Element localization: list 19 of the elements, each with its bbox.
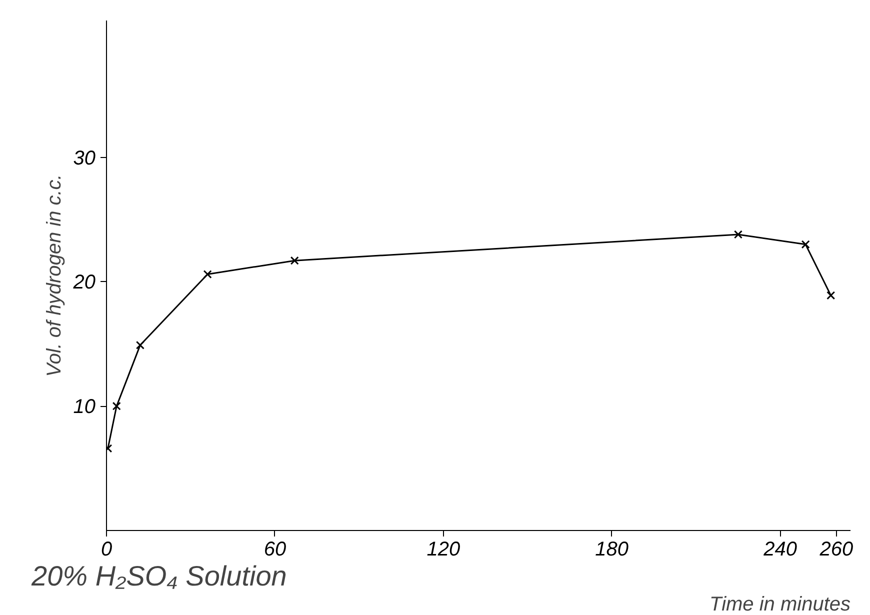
x-tick-label: 260 [818, 538, 854, 560]
text: 20% H₂SO₄ Solution [30, 560, 287, 592]
point [203, 270, 212, 279]
y-tick-label: 20 [72, 272, 96, 294]
point [136, 340, 144, 350]
x-tick-label: 240 [762, 538, 797, 560]
x-tick-label: 60 [264, 538, 286, 560]
y-axis-title: Vol. of hydrogen in c.c. [43, 174, 66, 377]
x-tick-label: 120 [426, 538, 460, 560]
x-tick-label: 0 [100, 538, 112, 560]
point [112, 402, 121, 410]
y-tick-label: 30 [73, 147, 96, 170]
point [801, 240, 810, 249]
point [826, 291, 836, 300]
point [734, 230, 742, 239]
point [290, 256, 299, 265]
x-tick-label: 180 [595, 538, 629, 560]
x-axis-title: Time in minutes [710, 594, 851, 615]
y-tick-label: 10 [73, 396, 96, 418]
